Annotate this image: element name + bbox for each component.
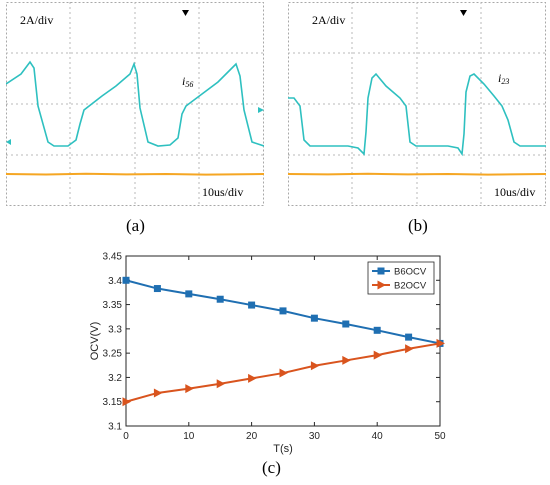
trigger-arrow-icon [182,10,189,16]
x-tick-label: 30 [309,431,321,442]
data-point [185,384,194,394]
trace-label-a: i56 [182,74,193,89]
y-tick-label: 3.25 [103,349,123,360]
x-tick-label: 50 [434,431,446,442]
scope-panel-a: 2A/div i56 10us/div [6,2,264,206]
y-tick-label: 3.15 [103,397,123,408]
scale-label-a: 2A/div [20,13,53,27]
time-label-b: 10us/div [494,185,535,199]
series-B2OCV [122,338,445,407]
data-point [373,326,381,334]
scale-label-b: 2A/div [312,13,345,27]
data-point [122,276,130,284]
left-marker-icon [6,139,11,145]
data-point [436,338,445,348]
scope-a-svg: 2A/div i56 10us/div [6,2,264,206]
data-point [279,307,287,315]
trigger-arrow-icon [460,10,467,16]
data-point [153,285,161,293]
data-point [216,379,226,389]
scope-panel-b: 2A/div i23 10us/div [288,2,546,206]
x-tick-label: 40 [372,431,384,442]
data-point [310,361,320,371]
data-point [185,290,193,298]
data-point [405,344,414,354]
y-tick-label: 3.45 [103,252,123,263]
x-tick-label: 20 [246,431,258,442]
data-point [373,350,383,360]
y-tick-label: 3.2 [108,373,122,384]
data-point [122,397,131,407]
current-trace-b [288,72,546,157]
x-axis-label: T(s) [273,443,293,455]
data-point [279,368,288,378]
time-label-a: 10us/div [202,185,243,199]
scope-a-grid [6,2,264,206]
legend-label: B2OCV [394,281,427,292]
baseline-trace-b [288,172,546,176]
data-point [153,388,163,398]
right-marker-icon [258,107,264,113]
panel-label-c: (c) [262,458,281,477]
chart-series [122,276,445,407]
data-point [248,301,256,309]
x-tick-label: 0 [123,431,129,442]
baseline-trace-a [6,172,264,176]
scope-b-grid [288,2,546,206]
current-trace-a [6,60,264,147]
legend-marker [377,280,386,290]
trace-label-b: i23 [498,71,509,86]
panel-label-a: (a) [126,216,145,235]
data-point [310,314,318,322]
legend-marker [377,267,385,275]
y-tick-label: 3.4 [108,276,122,287]
y-tick-label: 3.1 [108,422,122,433]
chart-legend: B6OCV B2OCV [367,261,435,295]
data-point [248,373,257,383]
y-axis-label: OCV(V) [89,322,101,361]
scope-b-svg: 2A/div i23 10us/div [288,2,546,206]
x-tick-label: 10 [183,431,195,442]
legend-label: B6OCV [394,267,427,278]
panel-label-b: (b) [408,216,428,235]
data-point [342,320,350,328]
data-point [216,295,224,303]
y-tick-label: 3.3 [108,324,122,335]
data-point [405,333,413,341]
y-tick-label: 3.35 [103,300,123,311]
data-point [342,355,351,365]
